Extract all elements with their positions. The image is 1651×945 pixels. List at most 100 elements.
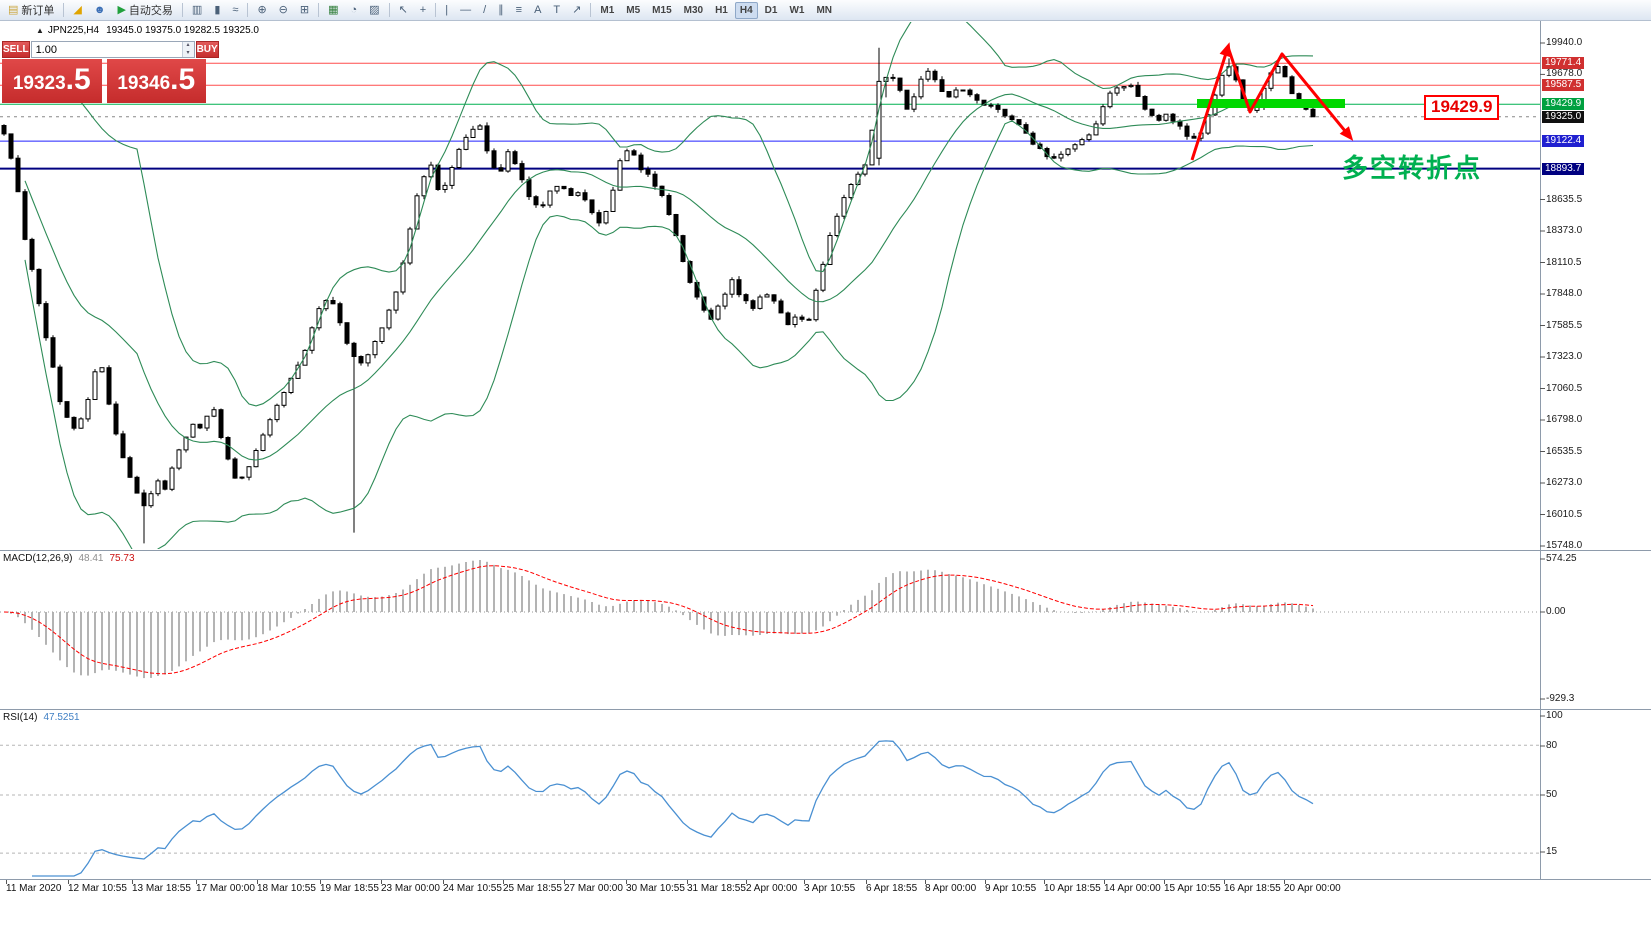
- price-axis-badge: 19122.4: [1542, 135, 1585, 148]
- rsi-line: [32, 740, 1314, 877]
- buy-button[interactable]: BUY: [195, 41, 219, 58]
- price-axis-label: 17585.5: [1546, 319, 1583, 331]
- trend-arrowhead-icon: [1219, 42, 1231, 58]
- new-chart-icon: ▦: [328, 3, 339, 16]
- main-chart-layer[interactable]: [0, 0, 1540, 560]
- sell-price-panel[interactable]: 19323.5: [2, 59, 102, 103]
- toolbar-separator: [318, 3, 320, 17]
- price-axis[interactable]: 19940.0 19678.0 18635.5 18373.0 18110.5 17848…: [1541, 21, 1651, 881]
- time-axis-label: 17 Mar 00:00: [196, 883, 255, 894]
- tf-w1-button[interactable]: W1: [784, 2, 809, 19]
- new-chart-icon[interactable]: ▦: [323, 2, 343, 19]
- price-axis-badge: 19325.0: [1542, 110, 1585, 123]
- tf-h4-button[interactable]: H4: [734, 1, 758, 19]
- volume-down-arrow[interactable]: ▾: [182, 49, 194, 57]
- community-icon: ☻: [93, 3, 106, 16]
- toolbar-separator: [63, 3, 65, 17]
- cursor-icon[interactable]: ↖: [394, 2, 413, 19]
- crosshair-icon: +: [419, 3, 427, 16]
- time-axis-label: 3 Apr 10:55: [804, 883, 856, 894]
- buy-price-big: .5: [170, 63, 196, 96]
- price-axis-badge: 19771.4: [1542, 57, 1585, 70]
- time-axis-label: 6 Apr 18:55: [866, 883, 918, 894]
- tf-m1-button[interactable]: M1: [595, 2, 619, 19]
- time-axis-label: 31 Mar 18:55: [687, 883, 746, 894]
- volume-up-arrow[interactable]: ▴: [182, 42, 194, 50]
- horizontal-line-icon[interactable]: —: [455, 2, 476, 19]
- sell-button[interactable]: SELL: [2, 41, 30, 58]
- price-axis-label: 16273.0: [1546, 477, 1583, 489]
- fibonacci-icon[interactable]: ≡: [511, 2, 527, 19]
- price-axis-label: 19940.0: [1546, 37, 1583, 48]
- price-axis-label: 16535.5: [1546, 445, 1583, 457]
- channel-icon[interactable]: ∥: [493, 2, 509, 19]
- macd-layer[interactable]: [0, 560, 1540, 679]
- price-axis-label: 17848.0: [1546, 288, 1583, 300]
- crosshair-icon[interactable]: +: [415, 2, 431, 19]
- price-axis-badge: 19429.9: [1542, 98, 1585, 111]
- time-axis-label: 16 Apr 18:55: [1224, 883, 1281, 894]
- time-axis-label: 18 Mar 10:55: [257, 883, 316, 894]
- time-axis[interactable]: 11 Mar 2020 12 Mar 10:55 13 Mar 18:55 17 Ma…: [0, 881, 1541, 898]
- bar-chart-icon: ▥: [191, 3, 203, 16]
- rsi-axis-label: 15: [1546, 846, 1558, 857]
- rsi-layer[interactable]: [0, 740, 1540, 877]
- turning-point-label[interactable]: 多空转折点: [1342, 153, 1483, 183]
- volume-input[interactable]: [31, 42, 182, 57]
- buy-price-panel[interactable]: 19346.5: [106, 59, 206, 103]
- notifications-icon[interactable]: ◢: [68, 2, 86, 19]
- zoom-out-icon[interactable]: ⊖: [274, 2, 293, 19]
- autotrading-button[interactable]: ▶ 自动交易: [112, 2, 177, 19]
- cursor-icon: ↖: [398, 3, 408, 16]
- new-order-button[interactable]: ▤ 新订单: [3, 2, 59, 19]
- price-axis-badge: 18893.7: [1542, 162, 1585, 175]
- macd-name: MACD(12,26,9): [3, 553, 73, 564]
- sell-price-main: 19323: [12, 73, 66, 94]
- support-highlight-bar[interactable]: [1197, 99, 1345, 108]
- chart-cycle-icon: ◔: [350, 3, 358, 16]
- tile-windows-icon: ⊞: [299, 3, 310, 16]
- tf-m15-button[interactable]: M15: [647, 2, 676, 19]
- rsi-axis-label: 50: [1546, 789, 1558, 800]
- line-chart-icon[interactable]: ≈: [227, 2, 243, 19]
- tf-m30-button[interactable]: M30: [679, 2, 708, 19]
- macd-value-main: 48.41: [78, 553, 104, 564]
- price-axis-label: 18110.5: [1546, 256, 1582, 268]
- bar-chart-icon[interactable]: ▥: [187, 2, 207, 19]
- tile-windows-icon[interactable]: ⊞: [295, 2, 314, 19]
- arrow-objects-icon[interactable]: ↗: [567, 2, 586, 19]
- chart-template-icon[interactable]: ▨: [364, 2, 384, 19]
- price-axis-label: 19678.0: [1546, 68, 1583, 80]
- tf-h1-button[interactable]: H1: [710, 2, 733, 19]
- tf-h4-button-label: H4: [739, 4, 753, 16]
- fibonacci-icon: ≡: [515, 3, 523, 16]
- tf-mn-button[interactable]: MN: [811, 2, 837, 19]
- tf-m5-button[interactable]: M5: [621, 2, 645, 19]
- candlestick-chart-icon[interactable]: ▮: [209, 2, 225, 19]
- new-order-icon: ▤: [8, 3, 19, 16]
- time-axis-label: 15 Apr 10:55: [1164, 883, 1221, 894]
- candlestick-chart-icon: ▮: [214, 3, 221, 16]
- community-icon[interactable]: ☻: [89, 2, 111, 19]
- tf-m5-button-label: M5: [626, 4, 641, 16]
- chart-cycle-icon[interactable]: ◔: [346, 2, 363, 19]
- zoom-in-icon[interactable]: ⊕: [252, 2, 271, 19]
- price-alert-box[interactable]: 19429.9: [1424, 95, 1500, 120]
- toolbar: ▤ 新订单 ◢ ☻ ▶ 自动交易 ▥ ▮ ≈ ⊕ ⊖ ⊞ ▦ ◔ ▨ ↖ + | — / ∥ ≡ A T ↗ M1 M5 M15 M30…: [0, 0, 1651, 21]
- price-axis-label: 15748.0: [1546, 540, 1583, 552]
- label-icon[interactable]: T: [548, 2, 565, 19]
- tf-h1-button-label: H1: [715, 4, 728, 16]
- macd-axis-label: -929.3: [1546, 693, 1575, 704]
- symbol-name: JPN225,H4: [47, 25, 100, 36]
- time-axis-label: 27 Mar 00:00: [564, 883, 623, 894]
- time-axis-label: 14 Apr 00:00: [1104, 883, 1161, 894]
- symbol-ohlc-values: 19345.0 19375.0 19282.5 19325.0: [106, 25, 259, 36]
- trend-arrow-zigzag[interactable]: [1190, 45, 1352, 161]
- time-axis-label: 20 Apr 00:00: [1284, 883, 1341, 894]
- trendline-icon[interactable]: /: [478, 2, 491, 19]
- vertical-line-icon[interactable]: |: [440, 2, 453, 19]
- text-icon[interactable]: A: [529, 2, 546, 19]
- tf-d1-button[interactable]: D1: [760, 2, 783, 19]
